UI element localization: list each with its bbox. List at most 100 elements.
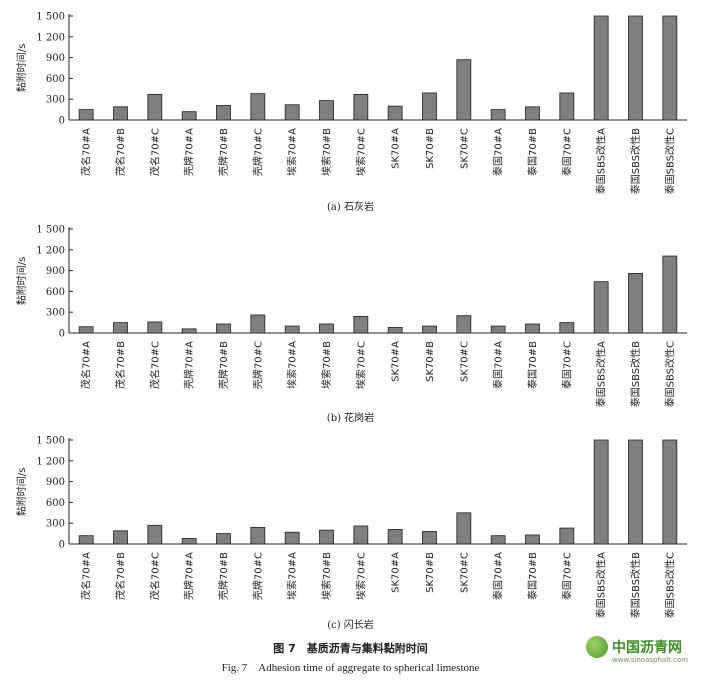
bar xyxy=(216,105,231,121)
chart-b-granite: 0 300 600 900 1 200 1 500 黏附时间/s 茂名70#A 茂名70#B 茂名… xyxy=(15,225,687,407)
bar xyxy=(387,529,403,545)
category-label: SK70#B xyxy=(425,341,436,382)
category-label: 埃索70#B xyxy=(320,341,333,389)
figure-title-en: Fig. 7 Adhesion time of aggregate to sph… xyxy=(221,662,480,674)
category-label: 泰国70#C xyxy=(560,341,573,389)
y-tick-label: 0 xyxy=(59,116,65,127)
bar xyxy=(216,323,231,334)
chart-a-limestone: 0 300 600 900 1 200 1 500 黏附时间/s 茂名70#A 茂名70#B 茂名… xyxy=(15,12,687,194)
category-label: 茂名70#C xyxy=(148,552,161,600)
bar xyxy=(181,538,197,545)
category-label: 泰国70#C xyxy=(560,128,573,176)
category-label: SK70#C xyxy=(459,552,470,593)
y-tick-label: 300 xyxy=(46,519,65,530)
bar xyxy=(593,439,609,545)
bar xyxy=(525,534,540,545)
category-label: 壳牌70#A xyxy=(183,552,196,600)
category-label: 泰国SBS改性B xyxy=(629,128,642,194)
bar xyxy=(662,15,678,121)
watermark-logo: 中国沥青网 www.sinoasphalt.com xyxy=(586,634,698,674)
category-label: SK70#A xyxy=(391,341,402,382)
bar xyxy=(319,323,334,334)
category-label: 泰国SBS改性A xyxy=(595,128,608,194)
category-label: 泰国SBS改性C xyxy=(663,552,676,618)
bar xyxy=(593,15,609,121)
category-label: 壳牌70#C xyxy=(251,552,264,600)
y-tick-label: 900 xyxy=(46,477,65,488)
category-label: SK70#C xyxy=(459,128,470,169)
category-label: 壳牌70#B xyxy=(217,552,230,600)
category-label: 埃索70#A xyxy=(286,552,299,600)
y-axis-label: 黏附时间/s xyxy=(15,468,28,517)
category-label: 茂名70#B xyxy=(114,341,127,389)
category-label: 埃索70#C xyxy=(354,128,367,176)
bar xyxy=(559,322,575,334)
bar xyxy=(559,527,575,545)
asphalt-drop-icon xyxy=(586,636,608,658)
bar xyxy=(662,439,678,545)
bar xyxy=(319,529,334,545)
category-label: 茂名70#A xyxy=(80,128,93,176)
bar xyxy=(78,109,94,121)
panel-caption-c: (c) 闪长岩 xyxy=(327,620,374,631)
panel-caption-a: (a) 石灰岩 xyxy=(327,202,374,213)
category-label: 壳牌70#B xyxy=(217,128,230,176)
panel-caption-b: (b) 花岗岩 xyxy=(326,413,375,424)
bar xyxy=(147,93,163,121)
bar xyxy=(284,531,300,545)
category-label: SK70#A xyxy=(391,552,402,593)
bar xyxy=(422,92,437,121)
category-label: 泰国SBS改性A xyxy=(595,552,608,618)
category-label: 泰国70#B xyxy=(526,552,539,600)
category-label: SK70#A xyxy=(391,128,402,169)
bar xyxy=(628,272,643,334)
bar xyxy=(319,100,334,121)
category-label: 埃索70#A xyxy=(286,128,299,176)
bar xyxy=(490,325,506,334)
category-label: 埃索70#C xyxy=(354,341,367,389)
y-tick-label: 1 500 xyxy=(36,436,65,447)
category-label: 埃索70#B xyxy=(320,128,333,176)
category-label: 茂名70#B xyxy=(114,552,127,600)
bar xyxy=(250,314,266,334)
y-axis-label: 黏附时间/s xyxy=(15,44,28,93)
category-label: 泰国SBS改性C xyxy=(663,341,676,407)
bar xyxy=(353,315,369,334)
bar xyxy=(78,326,94,334)
bar xyxy=(113,106,128,121)
bar xyxy=(628,15,643,121)
category-label: 埃索70#B xyxy=(320,552,333,600)
category-label: 埃索70#C xyxy=(354,552,367,600)
category-label: 茂名70#C xyxy=(148,341,161,389)
watermark-url: www.sinoasphalt.com xyxy=(612,656,689,664)
y-tick-label: 300 xyxy=(46,95,65,106)
category-label: 泰国SBS改性B xyxy=(629,341,642,407)
category-label: 壳牌70#C xyxy=(251,341,264,389)
category-label: 泰国SBS改性B xyxy=(629,552,642,618)
category-label: 泰国70#A xyxy=(492,552,505,600)
category-label: 茂名70#A xyxy=(80,552,93,600)
category-label: 泰国SBS改性C xyxy=(663,128,676,194)
bar xyxy=(250,93,266,121)
bar xyxy=(456,59,472,121)
bar xyxy=(662,255,678,334)
y-tick-label: 900 xyxy=(46,266,65,277)
bar xyxy=(490,109,506,121)
y-tick-label: 1 200 xyxy=(36,32,65,43)
bar xyxy=(147,321,163,334)
bar xyxy=(559,92,575,121)
bar xyxy=(525,323,540,334)
bar xyxy=(525,106,540,121)
figure-title-cn: 图 7 基质沥青与集料黏附时间 xyxy=(273,642,428,655)
category-label: 壳牌70#A xyxy=(183,128,196,176)
watermark-text: 中国沥青网 xyxy=(612,640,682,656)
category-label: 泰国70#B xyxy=(526,341,539,389)
bar xyxy=(628,439,643,545)
bar xyxy=(181,328,197,334)
bar xyxy=(387,105,403,121)
y-tick-label: 1 200 xyxy=(36,245,65,256)
category-label: 埃索70#A xyxy=(286,341,299,389)
category-label: 泰国70#A xyxy=(492,341,505,389)
category-label: 泰国70#A xyxy=(492,128,505,176)
